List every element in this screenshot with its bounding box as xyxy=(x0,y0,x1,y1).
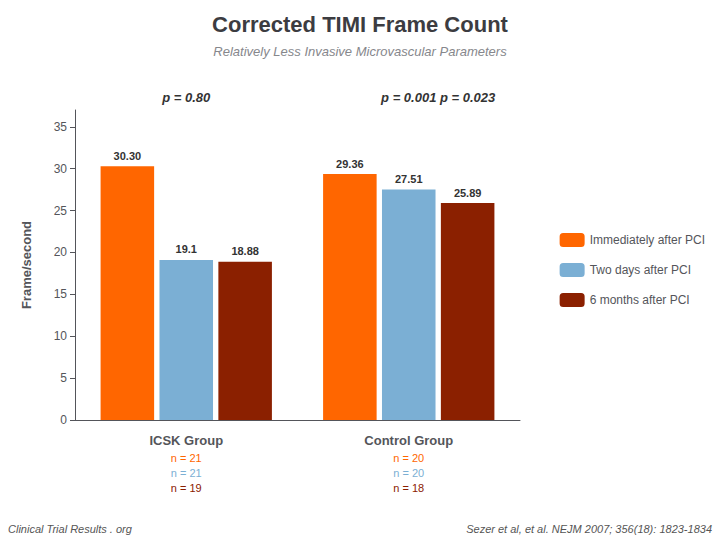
svg-text:35: 35 xyxy=(54,120,68,134)
svg-text:30.30: 30.30 xyxy=(114,150,142,162)
svg-text:0: 0 xyxy=(60,413,67,427)
svg-text:25: 25 xyxy=(54,204,68,218)
svg-text:Relatively Less Invasive Micro: Relatively Less Invasive Microvascular P… xyxy=(213,44,507,59)
svg-text:p = 0.023: p = 0.023 xyxy=(439,90,496,105)
svg-text:n = 18: n = 18 xyxy=(393,482,424,494)
svg-text:n = 19: n = 19 xyxy=(171,482,202,494)
svg-text:Immediately after PCI: Immediately after PCI xyxy=(590,233,705,247)
svg-text:n = 20: n = 20 xyxy=(393,452,424,464)
svg-text:p = 0.001: p = 0.001 xyxy=(380,90,436,105)
svg-text:6 months after PCI: 6 months after PCI xyxy=(590,293,690,307)
svg-text:n = 21: n = 21 xyxy=(171,467,202,479)
svg-text:5: 5 xyxy=(60,371,67,385)
svg-text:20: 20 xyxy=(54,245,68,259)
svg-text:p = 0.80: p = 0.80 xyxy=(161,90,211,105)
svg-text:27.51: 27.51 xyxy=(395,173,423,185)
svg-text:30: 30 xyxy=(54,162,68,176)
svg-text:Control Group: Control Group xyxy=(364,433,453,448)
svg-text:n = 20: n = 20 xyxy=(393,467,424,479)
svg-text:15: 15 xyxy=(54,287,68,301)
svg-text:Frame/second: Frame/second xyxy=(19,221,34,309)
svg-text:25.89: 25.89 xyxy=(454,187,482,199)
svg-text:Sezer et al, et al. NEJM 2007;: Sezer et al, et al. NEJM 2007; 356(18): … xyxy=(466,523,712,535)
svg-text:10: 10 xyxy=(54,329,68,343)
svg-text:19.1: 19.1 xyxy=(176,243,197,255)
svg-text:29.36: 29.36 xyxy=(336,158,364,170)
svg-text:Two days after PCI: Two days after PCI xyxy=(590,263,691,277)
svg-text:Clinical Trial Results . org: Clinical Trial Results . org xyxy=(8,523,133,535)
svg-text:ICSK Group: ICSK Group xyxy=(149,433,223,448)
svg-text:18.88: 18.88 xyxy=(231,245,259,257)
svg-text:n = 21: n = 21 xyxy=(171,452,202,464)
svg-text:Corrected TIMI Frame Count: Corrected TIMI Frame Count xyxy=(212,12,508,37)
